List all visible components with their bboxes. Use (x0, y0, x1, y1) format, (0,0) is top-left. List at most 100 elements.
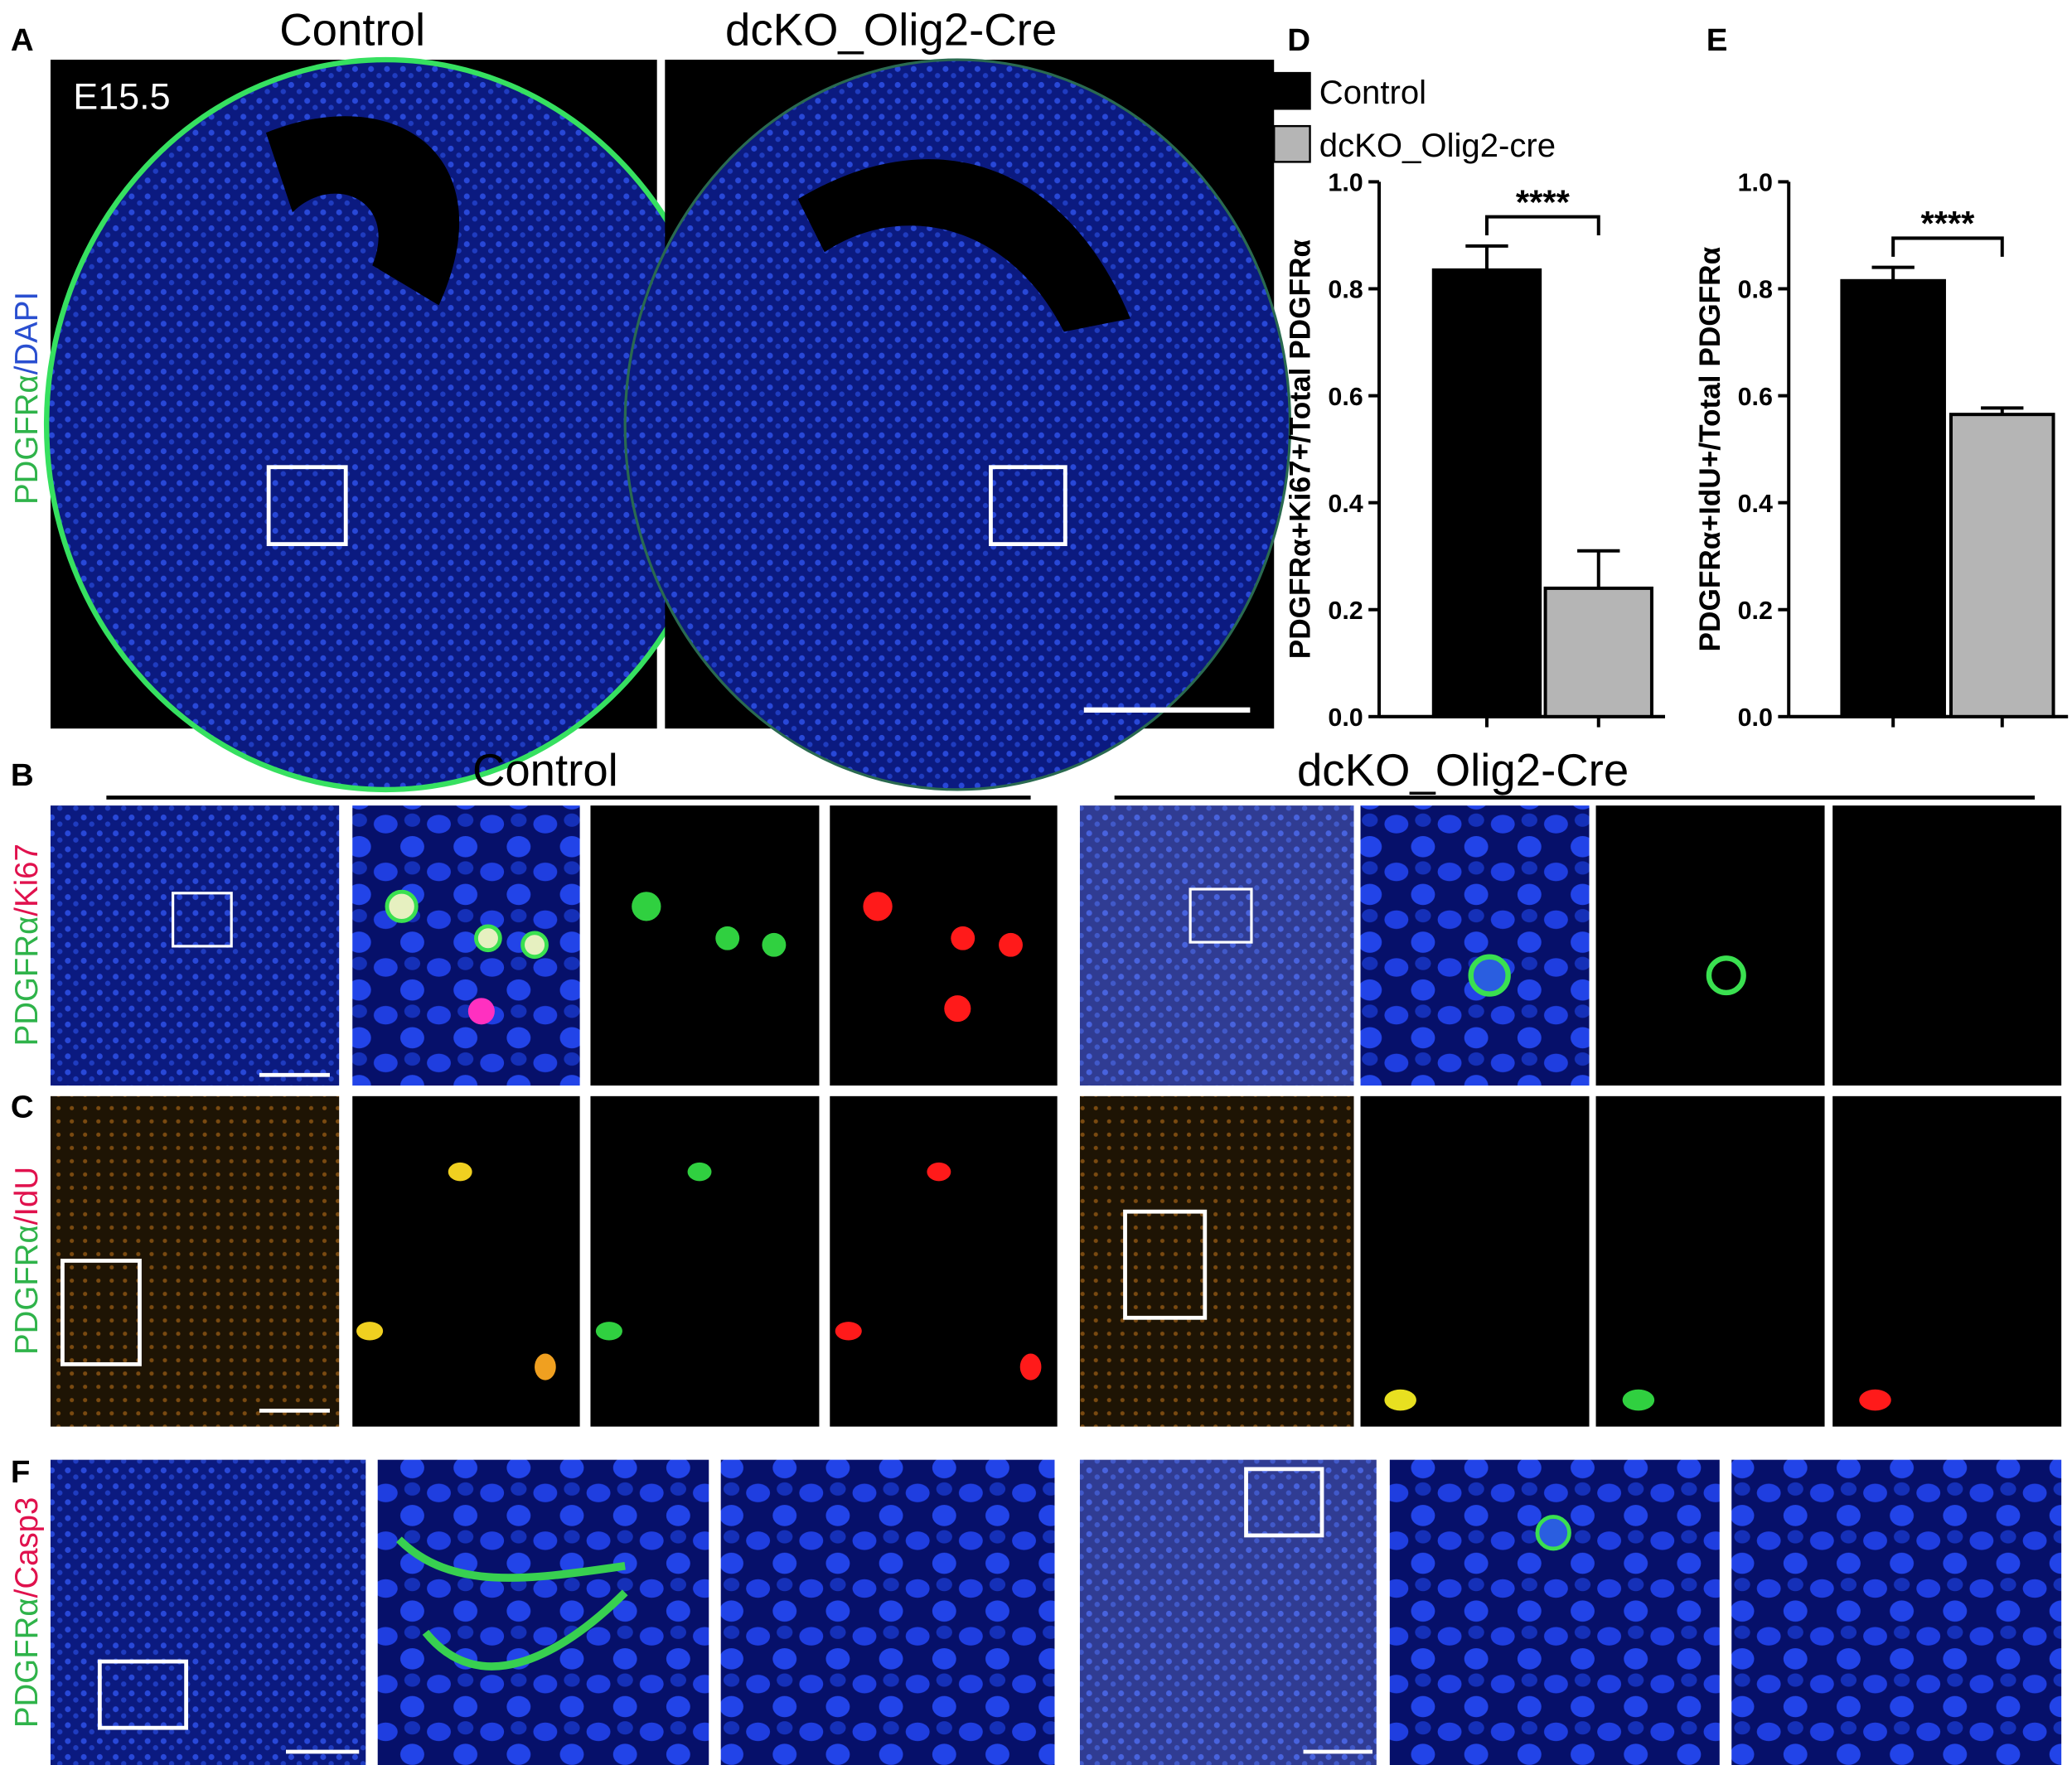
legend-label: dcKO_Olig2-cre (1319, 128, 1556, 164)
cell (1019, 1353, 1042, 1381)
stain-label: PDGFRα/Casp3 (9, 1497, 45, 1729)
cell (1535, 1515, 1571, 1551)
image (830, 1095, 1058, 1427)
image (377, 1459, 709, 1765)
significance-label: **** (1516, 182, 1571, 221)
error-bar (1577, 549, 1620, 588)
cell (1622, 1389, 1655, 1411)
cell (715, 926, 740, 950)
stage-label: E15.5 (73, 75, 170, 117)
cell (999, 932, 1023, 957)
panel-label: E (1706, 22, 1728, 58)
inset-box (171, 892, 233, 948)
y-tick-label: 1.0 (1328, 169, 1363, 197)
inset-box (989, 465, 1067, 547)
image (1595, 805, 1825, 1086)
cell (535, 1353, 556, 1381)
significance-label: **** (1921, 204, 1976, 243)
inset-box (266, 465, 348, 547)
cell (835, 1322, 862, 1341)
legend-swatch (1273, 71, 1311, 110)
inset-box (61, 1259, 142, 1366)
cell (448, 1162, 472, 1182)
column-title: dcKO_Olig2-Cre (725, 4, 1057, 55)
image-row (50, 1095, 2062, 1427)
y-tick-label: 0.6 (1738, 383, 1773, 411)
y-tick-label: 0.0 (1328, 704, 1363, 732)
stain-label: PDGFRα/Ki67 (9, 844, 45, 1046)
image-row (50, 805, 2062, 1086)
image (830, 805, 1058, 1086)
cell (863, 892, 893, 921)
cell (944, 995, 971, 1023)
image (1079, 805, 1354, 1086)
y-tick-label: 0.4 (1738, 490, 1773, 518)
bar (1840, 278, 1946, 718)
stain-label: PDGFRα/IdU (9, 1167, 45, 1355)
image (1832, 805, 2062, 1086)
process (395, 1536, 628, 1671)
cell (1468, 954, 1511, 997)
stain-label: PDGFRα/DAPI (9, 292, 45, 505)
cell (632, 892, 661, 921)
y-axis-label: PDGFRα+IdU+/Total PDGFRα (1694, 246, 1726, 651)
panel-label: C (11, 1089, 34, 1124)
cell (385, 889, 419, 923)
y-tick-label: 0.8 (1328, 276, 1363, 304)
ventricle (265, 116, 460, 306)
panel-label: F (11, 1454, 31, 1490)
image (50, 1459, 366, 1765)
significance-bracket (1891, 236, 2004, 257)
image (1360, 1095, 1590, 1427)
inset-box (97, 1659, 189, 1730)
tissue (623, 58, 1292, 791)
cell (687, 1162, 712, 1182)
cell (1384, 1389, 1416, 1411)
cell (951, 926, 975, 950)
image (1389, 1459, 1720, 1765)
inset-box (1244, 1467, 1324, 1538)
panel-label: A (11, 22, 34, 58)
image (1832, 1095, 2062, 1427)
y-tick-label: 0.2 (1328, 597, 1363, 625)
error-bar (1871, 265, 1915, 281)
image (1079, 1459, 1377, 1765)
panel-label: B (11, 757, 34, 793)
panel-label: D (1287, 22, 1310, 58)
image (1360, 805, 1590, 1086)
error-bar (1981, 406, 2024, 415)
bar (1949, 413, 2055, 718)
cell (595, 1322, 622, 1341)
y-tick-label: 0.4 (1328, 490, 1363, 518)
image (1079, 1095, 1354, 1427)
image-row (50, 1459, 2062, 1765)
image (590, 1095, 820, 1427)
legend-swatch (1273, 124, 1311, 163)
column-title: Control (279, 4, 425, 55)
y-tick-label: 0.2 (1738, 597, 1773, 625)
cell (1859, 1389, 1891, 1411)
y-tick-label: 1.0 (1738, 169, 1773, 197)
inset-box (1123, 1209, 1208, 1320)
column-title: dcKO_Olig2-Cre (1297, 745, 1629, 795)
cell (467, 998, 495, 1025)
error-bar (1465, 244, 1508, 270)
ventricle (797, 159, 1130, 332)
image (720, 1459, 1055, 1765)
legend-label: Control (1319, 75, 1426, 111)
significance-bracket (1484, 215, 1600, 236)
cell (520, 931, 549, 960)
y-tick-label: 0.0 (1738, 704, 1773, 732)
column-title: Control (472, 745, 618, 795)
cell (474, 924, 502, 953)
cell (356, 1322, 384, 1341)
inset-box (1188, 887, 1253, 944)
bar (1543, 586, 1653, 718)
cell (927, 1162, 951, 1182)
cell (1706, 955, 1746, 996)
cell (762, 932, 787, 957)
bar (1431, 268, 1542, 718)
y-tick-label: 0.8 (1738, 276, 1773, 304)
y-tick-label: 0.6 (1328, 383, 1363, 411)
image (1731, 1459, 2062, 1765)
